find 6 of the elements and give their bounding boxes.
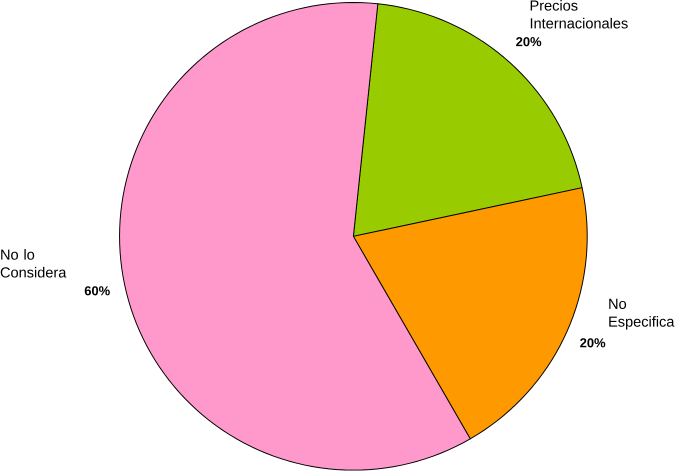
- slice-label: Precios Internacionales: [530, 0, 628, 29]
- slice-label: No Especifica: [609, 298, 674, 330]
- data-label: 60%: [84, 286, 110, 296]
- data-label: 20%: [580, 338, 606, 348]
- data-label: 20%: [516, 37, 542, 46]
- slice-label: No lo Considera: [0, 249, 66, 278]
